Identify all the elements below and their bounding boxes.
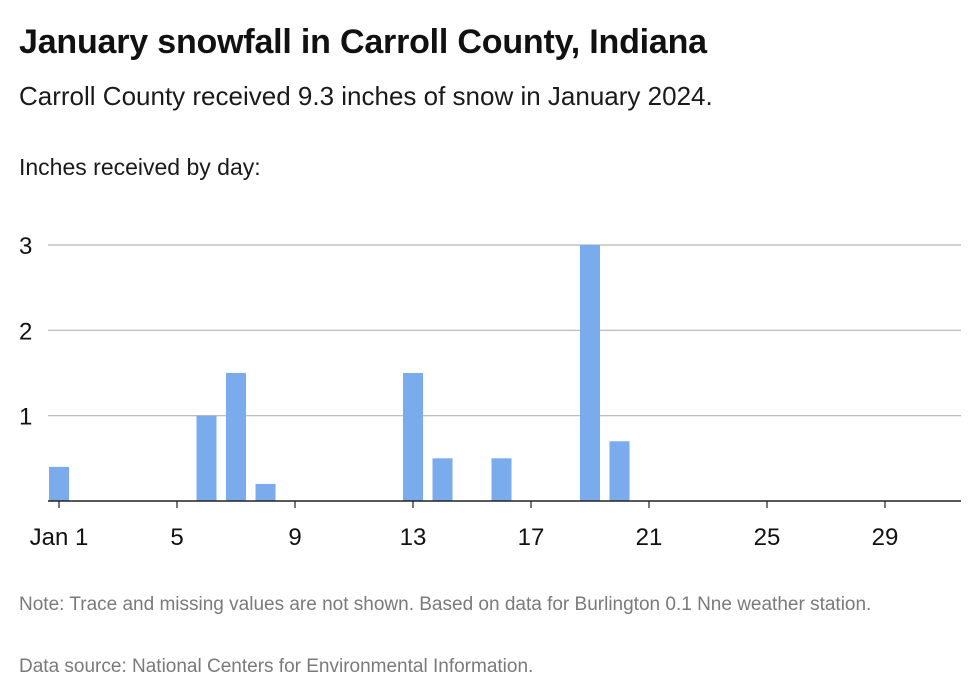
axes: 1 2 3 Jan 1 5 9 13 17 21 25 29 — [19, 233, 961, 551]
bar-day-6 — [196, 415, 217, 501]
bar-day-13 — [403, 373, 423, 501]
y-axis-label: Inches received by day: — [19, 154, 261, 180]
x-tick-label: 29 — [872, 524, 899, 551]
x-tick-label: 5 — [170, 524, 183, 551]
chart-note: Note: Trace and missing values are not s… — [19, 594, 872, 615]
chart-subtitle: Carroll County received 9.3 inches of sn… — [19, 81, 713, 111]
bar-day-16 — [491, 458, 512, 501]
gridlines — [48, 244, 961, 417]
y-tick-label: 3 — [19, 233, 32, 260]
y-tick-label: 2 — [19, 318, 32, 345]
x-tick-label: 9 — [288, 524, 301, 551]
x-tick-label: 17 — [518, 524, 545, 551]
x-tick-label: Jan 1 — [30, 524, 89, 551]
bar-day-8 — [255, 483, 276, 501]
x-tick-label: 13 — [400, 524, 427, 551]
x-tick-label: 21 — [636, 524, 663, 551]
bar-day-7 — [226, 373, 246, 501]
x-tick-label: 25 — [754, 524, 781, 551]
bars — [49, 245, 630, 501]
chart-title: January snowfall in Carroll County, Indi… — [19, 23, 707, 61]
bar-day-19 — [580, 245, 600, 501]
bar-day-20 — [609, 441, 630, 501]
y-tick-label: 1 — [19, 404, 32, 431]
bar-day-14 — [432, 458, 453, 501]
data-source: Data source: National Centers for Enviro… — [19, 656, 534, 677]
bar-chart: 1 2 3 Jan 1 5 9 13 17 21 25 29 — [19, 233, 961, 551]
bar-day-1 — [49, 466, 69, 501]
